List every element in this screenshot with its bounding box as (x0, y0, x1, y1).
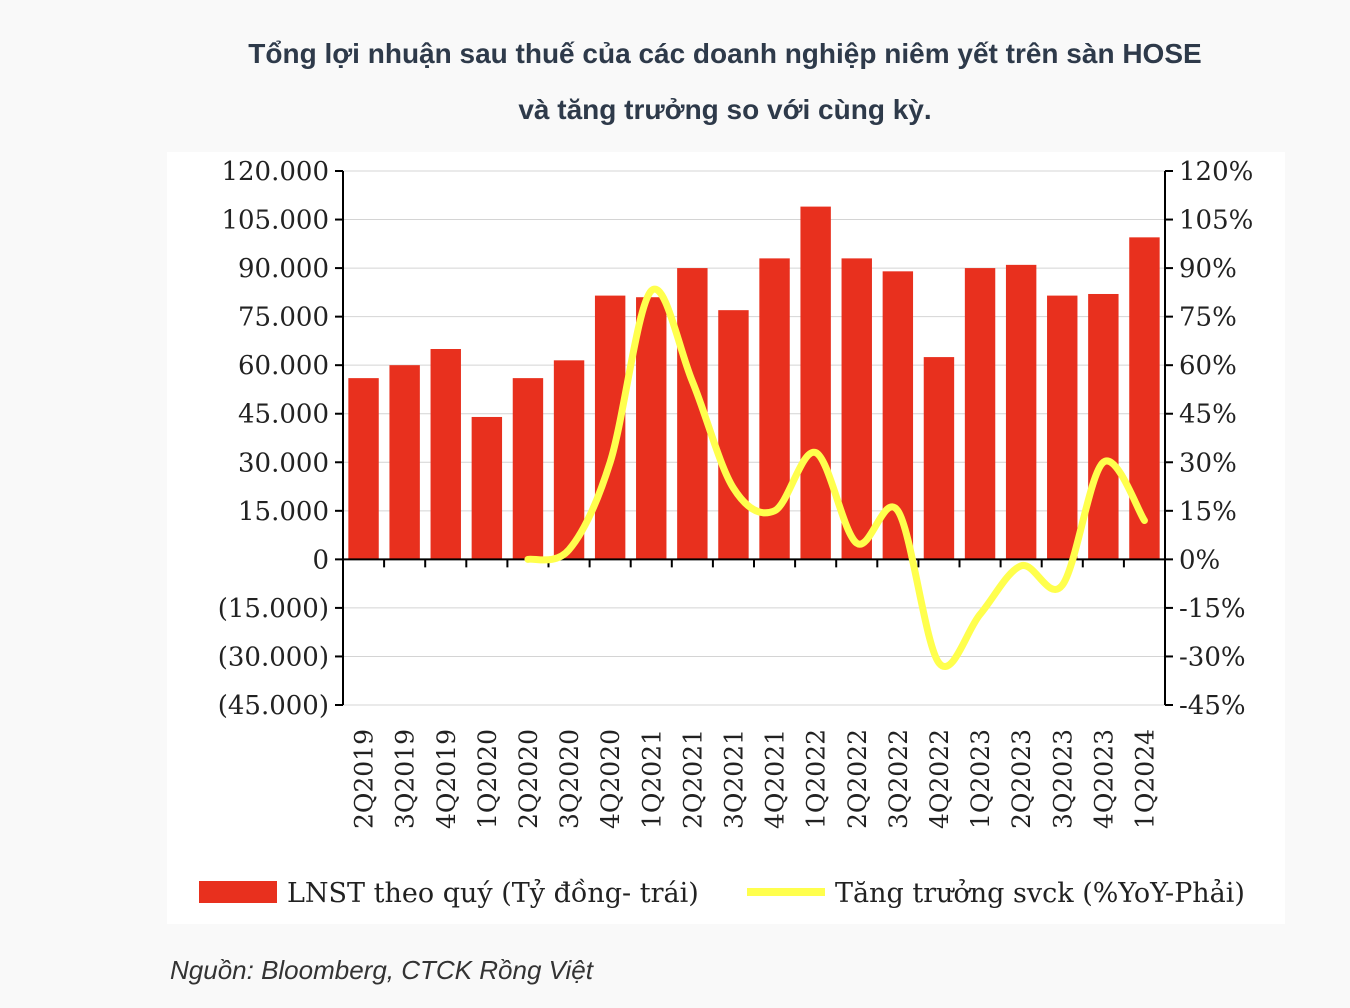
bar (718, 310, 749, 560)
category-label: 1Q2021 (637, 729, 666, 829)
category-label: 1Q2024 (1130, 729, 1159, 829)
right-tick-label: -30% (1179, 642, 1246, 672)
bar (1088, 293, 1119, 560)
category-label: 1Q2023 (966, 729, 995, 829)
category-label: 2Q2021 (678, 729, 707, 829)
bar (1047, 295, 1078, 560)
left-tick-label: 75.000 (238, 303, 329, 333)
category-label: 3Q2020 (555, 729, 584, 829)
bar (389, 365, 420, 560)
legend-line-label: Tăng trưởng svck (%YoY-Phải) (835, 877, 1245, 909)
chart-panel: 120.000 105.000 90.000 75.000 60.000 45.000 30… (167, 152, 1285, 924)
legend-bar-swatch (199, 881, 277, 903)
category-label: 3Q2019 (391, 729, 420, 829)
category-label: 1Q2020 (473, 729, 502, 829)
bar (348, 378, 379, 560)
combo-chart: 120.000 105.000 90.000 75.000 60.000 45.000 30… (199, 157, 1253, 909)
left-tick-label: 105.000 (221, 206, 329, 236)
right-tick-label: 15% (1179, 497, 1237, 527)
right-tick-label: 60% (1179, 351, 1237, 381)
category-label: 3Q2023 (1048, 729, 1077, 829)
bar (923, 357, 955, 560)
chart-title-line2: và tăng trưởng so với cùng kỳ. (518, 94, 932, 125)
category-label: 2Q2020 (514, 729, 543, 829)
left-tick-label: 60.000 (238, 351, 329, 381)
right-tick-label: 90% (1179, 254, 1237, 284)
left-tick-label: 120.000 (221, 157, 329, 187)
bar (553, 360, 585, 560)
category-label: 4Q2022 (925, 729, 954, 829)
bar (636, 297, 667, 560)
left-tick-label: (15.000) (218, 594, 329, 624)
bar (964, 268, 996, 560)
category-label: 4Q2020 (596, 729, 625, 829)
bar (512, 378, 544, 560)
bar (430, 349, 461, 560)
growth-line (524, 285, 1148, 670)
bar (1005, 264, 1037, 560)
category-label: 4Q2019 (432, 729, 461, 829)
category-label: 2Q2022 (843, 729, 872, 829)
category-label: 2Q2023 (1007, 729, 1036, 829)
category-label: 4Q2021 (761, 729, 790, 829)
left-tick-label: 90.000 (238, 254, 329, 284)
right-tick-label: 105% (1179, 206, 1253, 236)
right-tick-label: -15% (1179, 594, 1246, 624)
category-label: 1Q2022 (802, 729, 831, 829)
bar (841, 258, 872, 560)
right-tick-label: 30% (1179, 448, 1237, 478)
bar (471, 416, 503, 560)
chart-title-line1: Tổng lợi nhuận sau thuế của các doanh ng… (248, 38, 1202, 69)
right-tick-label: 120% (1179, 157, 1253, 187)
legend-bar-label: LNST theo quý (Tỷ đồng- trái) (287, 878, 699, 909)
bar (800, 206, 831, 560)
left-tick-label: 30.000 (238, 448, 329, 478)
category-label: 2Q2019 (350, 729, 379, 829)
left-tick-label: 0 (312, 545, 329, 575)
right-tick-label: 75% (1179, 303, 1237, 333)
left-tick-label: (45.000) (218, 691, 329, 721)
left-tick-label: (30.000) (218, 642, 329, 672)
category-label: 3Q2021 (719, 729, 748, 829)
left-tick-label: 15.000 (238, 497, 329, 527)
category-label: 3Q2022 (884, 729, 913, 829)
left-tick-label: 45.000 (238, 400, 329, 430)
right-tick-label: 0% (1179, 545, 1220, 575)
source-note: Nguồn: Bloomberg, CTCK Rồng Việt (170, 955, 593, 985)
right-tick-label: -45% (1179, 691, 1246, 721)
category-label: 4Q2023 (1089, 729, 1118, 829)
right-tick-label: 45% (1179, 400, 1237, 430)
bar (1129, 237, 1160, 560)
